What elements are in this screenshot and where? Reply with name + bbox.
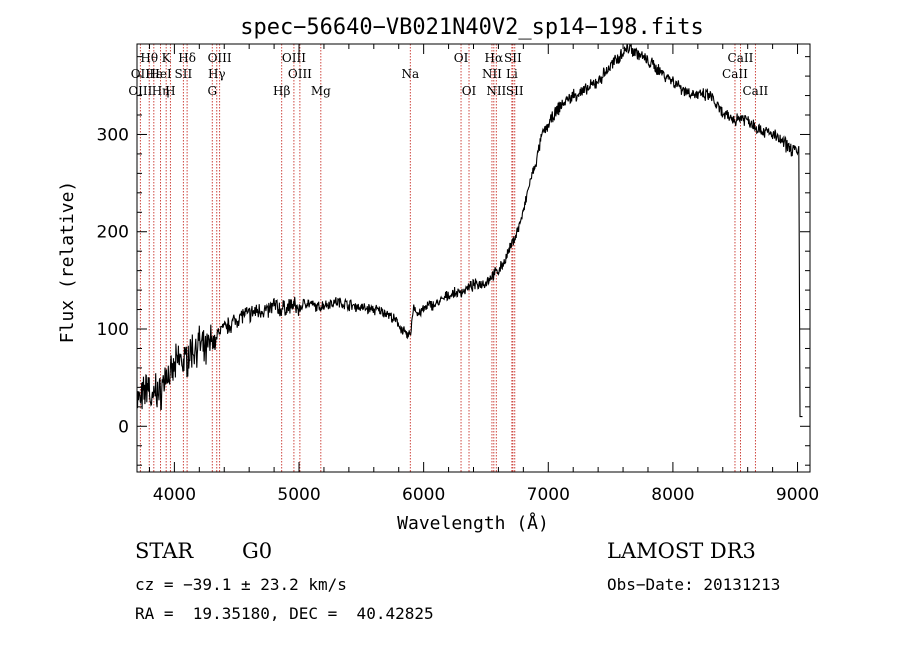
line-label: CaII [722, 67, 748, 81]
line-label: NII [486, 84, 506, 98]
line-label: Hε [145, 67, 162, 81]
plot-frame [136, 43, 811, 473]
x-axis-label: Wavelength (Å) [397, 512, 549, 534]
line-label: OIII [128, 84, 152, 98]
line-label: HeI [149, 67, 172, 81]
line-label: NII [482, 67, 502, 81]
y-tick-label: 0 [118, 417, 129, 437]
line-label: OIII [288, 67, 312, 81]
x-tick-label: 9000 [776, 485, 819, 505]
line-label: OIII [282, 51, 306, 65]
y-axis-label: Flux (relative) [57, 181, 78, 344]
line-label: Hθ [140, 51, 158, 65]
coordinates: RA = 19.35180, DEC = 40.42825 [135, 604, 434, 623]
x-tick-label: 7000 [527, 485, 570, 505]
redshift-info: cz = −39.1 ± 23.2 km/s [135, 575, 347, 594]
line-label: Hγ [208, 67, 226, 81]
y-tick-label: 200 [97, 223, 129, 243]
x-tick-label: 6000 [402, 485, 445, 505]
line-label: CaII [728, 51, 754, 65]
x-axis: 4000 5000 6000 7000 8000 9000 [148, 44, 819, 505]
line-label: Hβ [273, 84, 290, 98]
line-label: Hη [152, 84, 170, 98]
line-label: SII [506, 84, 524, 98]
y-tick-label: 100 [97, 320, 129, 340]
line-label: G [207, 84, 217, 98]
y-tick-label: 300 [97, 125, 129, 145]
y-axis: 0 100 200 300 [97, 56, 810, 466]
object-class: STAR [135, 539, 194, 563]
line-label: CaII [742, 84, 768, 98]
line-label: Na [401, 67, 419, 81]
spectrum-line [136, 43, 803, 418]
line-label: SII [504, 51, 522, 65]
line-label: Hδ [178, 51, 196, 65]
survey-name: LAMOST DR3 [607, 539, 756, 563]
line-label: OI [454, 51, 469, 65]
x-tick-label: 8000 [651, 485, 694, 505]
line-markers [139, 44, 756, 472]
line-label: Li [506, 67, 518, 81]
line-label: OIII [208, 51, 232, 65]
line-label: OII [131, 67, 151, 81]
line-label: OI [462, 84, 477, 98]
line-label: Hα [485, 51, 504, 65]
x-tick-label: 4000 [153, 485, 196, 505]
x-tick-label: 5000 [277, 485, 320, 505]
line-label: H [165, 84, 175, 98]
line-label: Mg [311, 84, 331, 98]
obs-date: Obs−Date: 20131213 [607, 575, 781, 594]
line-label: K [162, 51, 172, 65]
chart-title: spec−56640−VB021N40V2_sp14−198.fits [240, 15, 704, 40]
object-subclass: G0 [242, 539, 273, 563]
line-label: SII [175, 67, 193, 81]
